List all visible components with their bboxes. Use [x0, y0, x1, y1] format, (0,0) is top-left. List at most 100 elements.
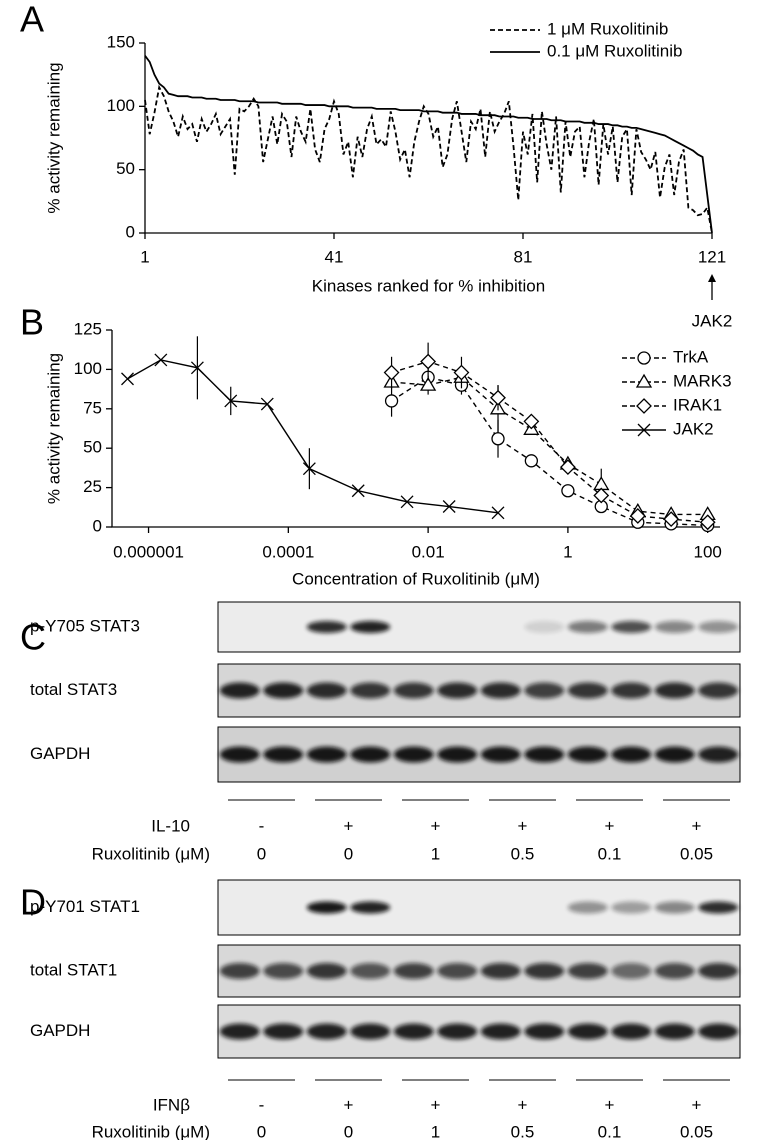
blot-band [698, 746, 739, 763]
blot-band [350, 746, 391, 763]
blot-band [437, 963, 478, 979]
treatment-value: - [259, 1095, 265, 1114]
treatment-value: + [518, 1095, 528, 1114]
y-axis-title: % activity remaining [44, 62, 63, 213]
legend-marker [637, 423, 651, 437]
data-point [154, 353, 168, 367]
data-point [561, 484, 575, 498]
blot-band [567, 963, 608, 979]
dose-value: 0.05 [680, 844, 713, 863]
series-line [391, 376, 708, 516]
series-line [144, 55, 713, 234]
x-tick-label: 1 [563, 542, 572, 561]
x-tick-label: 41 [325, 247, 344, 266]
blot-panel [217, 879, 741, 936]
blot-band [306, 901, 347, 914]
data-point [491, 432, 505, 446]
blot-band [698, 963, 739, 979]
blot-band [480, 963, 521, 979]
data-point [400, 495, 414, 509]
blot-band [437, 1023, 478, 1040]
blot-band [219, 682, 260, 699]
dose-value: 1 [431, 844, 440, 863]
blot-band [698, 682, 739, 699]
dose-value: 0.1 [598, 844, 622, 863]
blot-band [524, 746, 565, 763]
legend-label: IRAK1 [673, 395, 722, 414]
dose-value: 0.1 [598, 1122, 622, 1140]
y-tick-label: 50 [83, 438, 102, 457]
legend-label: 1 μM Ruxolitinib [547, 19, 668, 38]
blot-band [654, 746, 695, 763]
annotation-arrowhead [708, 274, 716, 282]
blot-band [698, 1023, 739, 1040]
blot-band [567, 901, 608, 914]
data-point [384, 394, 399, 408]
blot-band [524, 682, 565, 699]
data-point [351, 484, 365, 498]
blot-band [393, 1023, 434, 1040]
dose-value: 0.05 [680, 1122, 713, 1140]
blot-row-label: p-Y701 STAT1 [30, 897, 140, 916]
blot-row-label: total STAT1 [30, 960, 117, 979]
blot-panel [217, 726, 741, 783]
blot-band [263, 1023, 304, 1040]
data-point [419, 376, 437, 391]
dose-label: Ruxolitinib (μM) [92, 844, 210, 863]
data-point [490, 389, 506, 406]
series-line [144, 84, 713, 234]
panel-label: D [20, 882, 46, 923]
data-point [524, 454, 539, 468]
treatment-value: + [605, 1095, 615, 1114]
x-axis-title: Kinases ranked for % inhibition [312, 276, 545, 295]
axis-line [144, 43, 712, 234]
blot-band [480, 682, 521, 699]
blot-band [306, 621, 347, 633]
blot-row-label: GAPDH [30, 1021, 90, 1040]
treatment-value: + [431, 1095, 441, 1114]
blot-band [306, 682, 347, 699]
data-point [302, 462, 316, 476]
data-point [383, 364, 400, 381]
dose-value: 0 [257, 844, 266, 863]
y-tick-label: 125 [74, 319, 102, 338]
blot-band [567, 746, 608, 763]
dose-label: Ruxolitinib (μM) [92, 1122, 210, 1140]
blot-band [698, 901, 739, 914]
dose-value: 0 [344, 844, 353, 863]
blot-band [611, 901, 652, 914]
dose-value: 0.5 [511, 844, 535, 863]
blot-band [263, 963, 304, 979]
x-tick-label: 0.0001 [262, 542, 314, 561]
blot-band [524, 963, 565, 979]
x-tick-label: 121 [698, 247, 726, 266]
blot-band [654, 621, 695, 633]
blot-panel [217, 1004, 741, 1059]
data-point [260, 397, 274, 411]
treatment-value: - [259, 816, 265, 835]
y-tick-label: 75 [83, 398, 102, 417]
blot-band [306, 963, 347, 979]
y-tick-label: 50 [116, 159, 135, 178]
dose-value: 0 [344, 1122, 353, 1140]
treatment-label: IFNβ [153, 1095, 190, 1114]
blot-band [350, 901, 391, 914]
y-tick-label: 0 [126, 222, 135, 241]
blot-band [393, 746, 434, 763]
data-point [224, 394, 238, 408]
dose-value: 0.5 [511, 1122, 535, 1140]
blot-band [611, 1023, 652, 1040]
blot-band [480, 1023, 521, 1040]
x-tick-label: 0.000001 [113, 542, 184, 561]
y-tick-label: 150 [107, 32, 135, 51]
y-tick-label: 25 [83, 477, 102, 496]
data-point [491, 506, 505, 520]
blot-band [350, 963, 391, 979]
legend-label: JAK2 [673, 419, 714, 438]
blot-band [350, 621, 391, 633]
legend-marker [637, 351, 651, 365]
blot-band [567, 682, 608, 699]
blot-band [654, 682, 695, 699]
series-line [391, 360, 708, 523]
blot-band [219, 963, 260, 979]
